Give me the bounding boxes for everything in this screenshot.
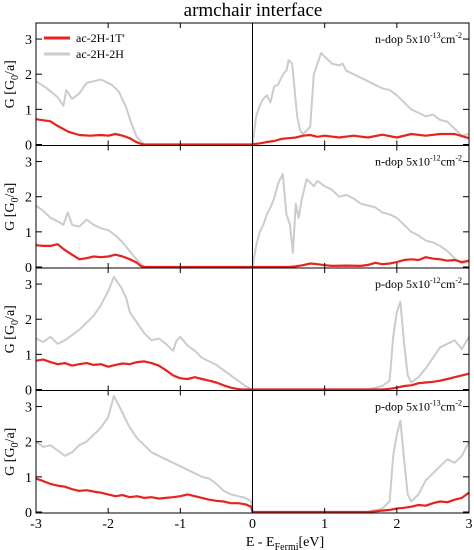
- doping-annotation: p-dop 5x10-12cm-2: [375, 276, 462, 291]
- doping-annotation-unit-exp: -2: [455, 31, 462, 40]
- doping-annotation: p-dop 5x10-13cm-2: [375, 399, 462, 414]
- x-tick-label: -1: [174, 517, 186, 532]
- y-axis-label-tail: /a]: [3, 305, 18, 320]
- y-tick-label: 3: [25, 278, 32, 293]
- y-tick-label: 2: [25, 68, 32, 83]
- doping-annotation-unit: cm: [441, 155, 456, 169]
- y-axis-label-sub: 0: [10, 197, 21, 202]
- y-axis-label: G [G0/a]: [3, 183, 21, 231]
- y-tick-label: 3: [25, 156, 32, 171]
- y-axis-label-tail: /a]: [3, 428, 18, 443]
- x-tick-label: 3: [466, 517, 473, 532]
- series-line-ac-2h-2h: [35, 172, 470, 268]
- doping-annotation-exp: -12: [430, 154, 441, 163]
- doping-annotation-text: n-dop 5x10: [375, 32, 430, 46]
- x-tick-label: -2: [102, 517, 114, 532]
- x-axis-label-unit: [eV]: [299, 535, 325, 550]
- y-axis-label-main: G [G: [3, 447, 18, 475]
- doping-annotation-text: p-dop 5x10: [375, 277, 430, 291]
- y-axis-label: G [G0/a]: [3, 60, 21, 108]
- doping-annotation-exp: -13: [430, 31, 441, 40]
- doping-annotation-exp: -13: [430, 399, 441, 408]
- y-axis-label-sub: 0: [10, 320, 21, 325]
- x-axis-label: E - EFermi[eV]: [246, 535, 324, 550]
- x-tick-label: 0: [249, 517, 256, 532]
- series-line-ac-2h-2h: [35, 52, 470, 146]
- x-axis-label-sub: Fermi: [275, 542, 299, 550]
- y-tick-label: 0: [25, 384, 32, 399]
- y-axis-label-sub: 0: [10, 442, 21, 447]
- y-axis-label-main: G [G: [3, 202, 18, 230]
- y-axis-label-main: G [G: [3, 325, 18, 353]
- y-tick-label: 2: [25, 436, 32, 451]
- y-tick-label: 0: [25, 139, 32, 154]
- series-line-ac-2h-1t: [35, 358, 470, 391]
- doping-annotation-exp: -12: [430, 276, 441, 285]
- x-axis: -3 -2 -1 0 1 2 3 E - EFermi[eV]: [30, 517, 472, 550]
- doping-annotation: n-dop 5x10-12cm-2: [375, 154, 462, 169]
- doping-annotation-unit: cm: [441, 32, 456, 46]
- y-tick-label: 3: [25, 401, 32, 416]
- y-axis-label: G [G0/a]: [3, 305, 21, 353]
- y-axis-label-tail: /a]: [3, 183, 18, 198]
- y-tick-label: 2: [25, 313, 32, 328]
- y-tick-label: 1: [25, 348, 32, 363]
- x-tick-label: 2: [393, 517, 400, 532]
- series-line-ac-2h-1t: [35, 477, 470, 514]
- series-line-ac-2h-2h: [35, 395, 470, 513]
- y-axis-label-tail: /a]: [3, 60, 18, 75]
- x-tick-label: 1: [321, 517, 328, 532]
- y-tick-label: 2: [25, 191, 32, 206]
- doping-annotation-text: n-dop 5x10: [375, 155, 430, 169]
- doping-annotation-text: p-dop 5x10: [375, 400, 430, 414]
- y-tick-label: 1: [25, 103, 32, 118]
- doping-annotation-unit: cm: [441, 400, 456, 414]
- doping-annotation-unit-exp: -2: [455, 276, 462, 285]
- x-axis-label-main: E - E: [246, 535, 275, 550]
- doping-annotation: n-dop 5x10-13cm-2: [375, 31, 462, 46]
- series-line-ac-2h-2h: [35, 276, 470, 391]
- y-tick-label: 3: [25, 33, 32, 48]
- y-axis-label-main: G [G: [3, 80, 18, 108]
- y-tick-label: 1: [25, 226, 32, 241]
- series-line-ac-2h-1t: [35, 243, 470, 269]
- y-axis-label: G [G0/a]: [3, 428, 21, 476]
- doping-annotation-unit-exp: -2: [455, 154, 462, 163]
- y-tick-label: 0: [25, 261, 32, 276]
- doping-annotation-unit: cm: [441, 277, 456, 291]
- y-axis-label-sub: 0: [10, 75, 21, 80]
- y-tick-label: 1: [25, 471, 32, 486]
- y-tick-label: 0: [25, 506, 32, 521]
- legend-label: ac-2H-1T': [76, 31, 125, 45]
- legend-label: ac-2H-2H: [76, 47, 124, 61]
- chart-title: armchair interface: [184, 0, 323, 21]
- doping-annotation-unit-exp: -2: [455, 399, 462, 408]
- series-line-ac-2h-1t: [35, 118, 470, 146]
- legend: ac-2H-1T' ac-2H-2H: [44, 31, 125, 61]
- x-tick-label: -3: [30, 517, 42, 532]
